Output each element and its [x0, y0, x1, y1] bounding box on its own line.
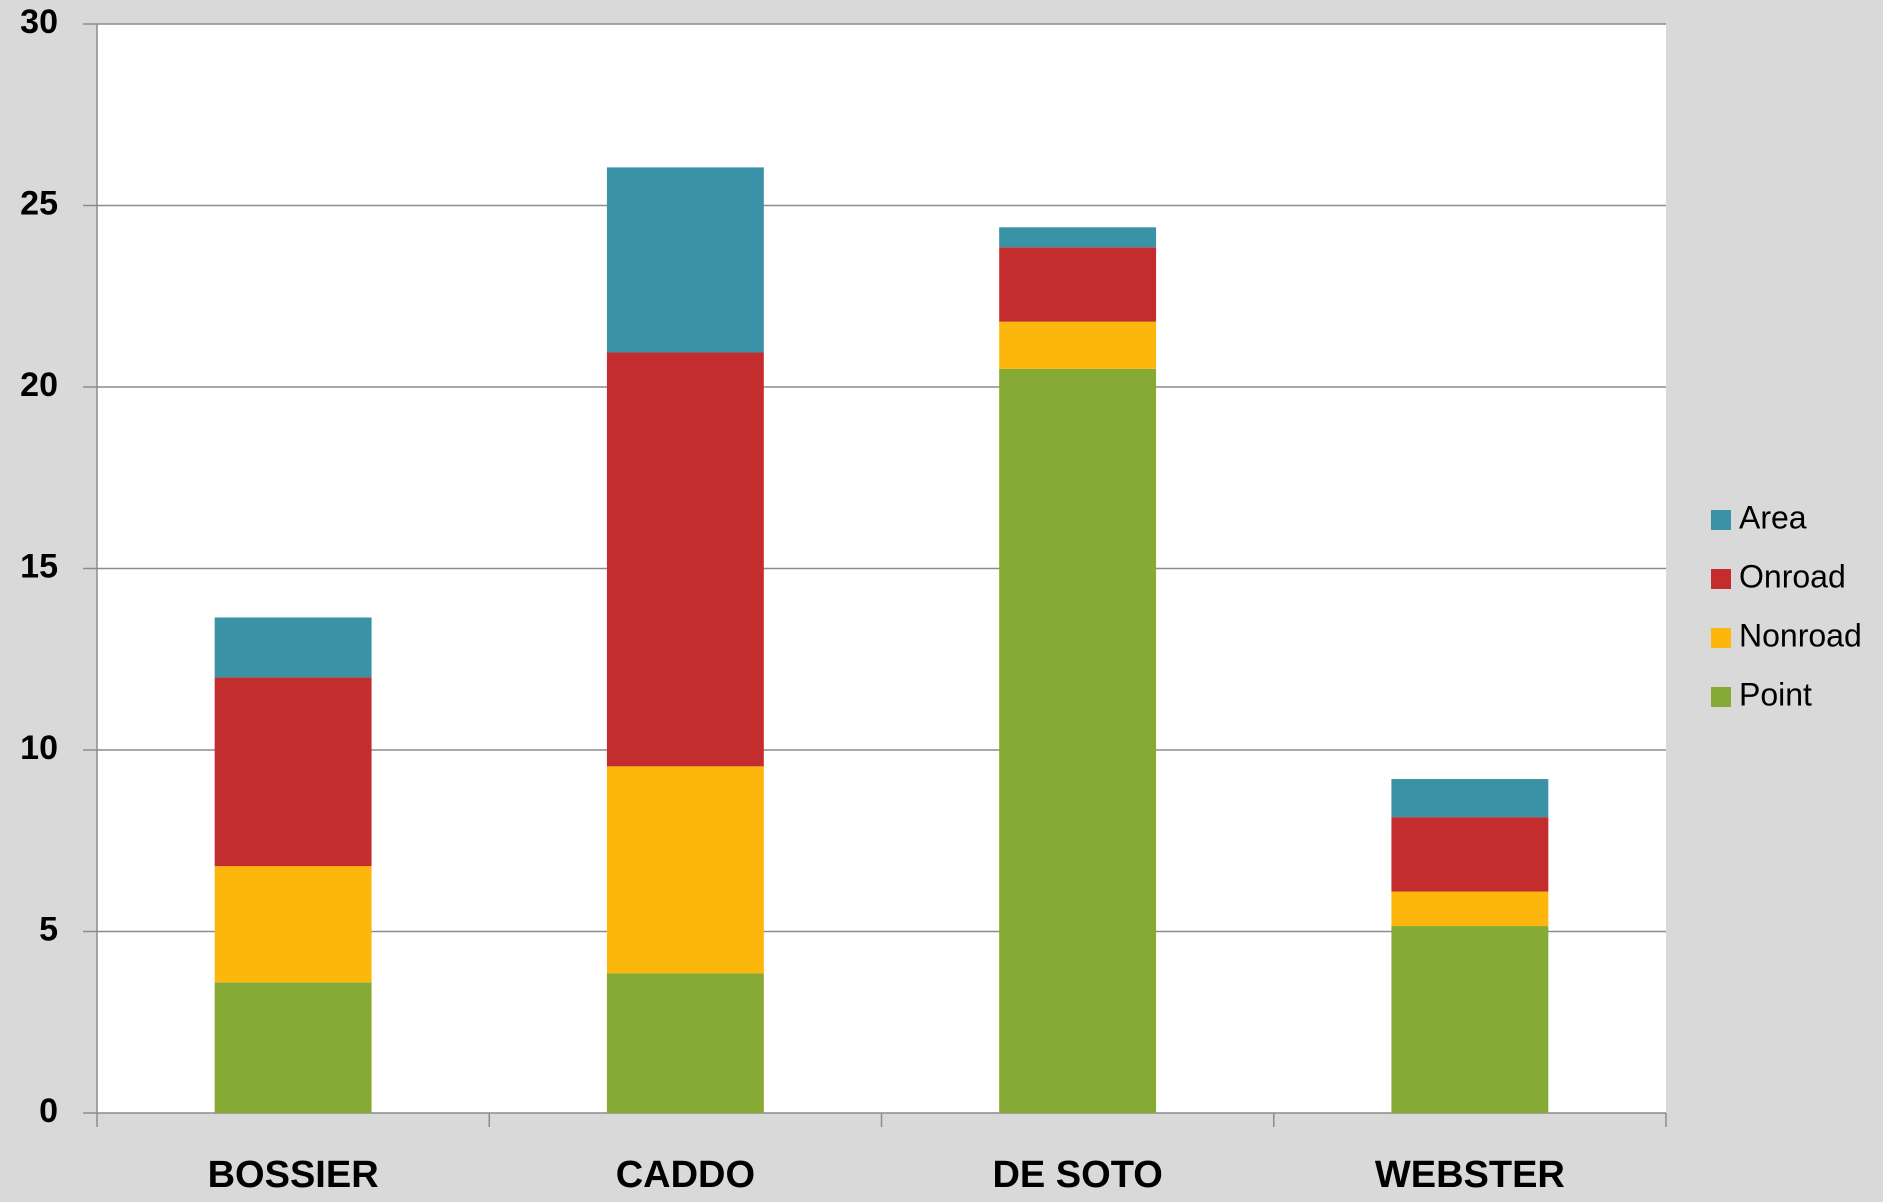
y-tick-label: 15 [20, 547, 58, 585]
bar-segment [214, 617, 372, 678]
bar-segment [999, 321, 1157, 369]
bar-segment [999, 368, 1157, 1114]
y-tick-label: 20 [20, 366, 58, 404]
y-tick-label: 0 [39, 1092, 58, 1130]
bar-segment [999, 247, 1157, 322]
x-tick-label: DE SOTO [992, 1154, 1162, 1196]
legend-label: Nonroad [1739, 617, 1862, 653]
bar-segment [1391, 779, 1549, 818]
y-tick-label: 5 [39, 910, 58, 948]
bar-segment [606, 352, 764, 767]
bar-segment [1391, 891, 1549, 927]
legend-swatch [1711, 569, 1731, 589]
legend-swatch [1711, 628, 1731, 648]
x-tick-label: BOSSIER [208, 1154, 379, 1196]
x-tick-label: WEBSTER [1375, 1154, 1565, 1196]
bar-segment [214, 866, 372, 983]
y-tick-label: 30 [20, 3, 58, 41]
legend-label: Onroad [1739, 558, 1846, 594]
legend-swatch [1711, 510, 1731, 530]
x-tick-label: CADDO [616, 1154, 755, 1196]
legend-swatch [1711, 687, 1731, 707]
bar-segment [214, 982, 372, 1113]
legend-label: Point [1739, 676, 1812, 712]
y-tick-label: 10 [20, 729, 58, 767]
bar-segment [1391, 926, 1549, 1113]
bar-segment [999, 227, 1157, 248]
bar-segment [606, 973, 764, 1113]
bar-segment [214, 677, 372, 867]
bar-segment [606, 167, 764, 353]
bar-segment [606, 766, 764, 974]
y-tick-label: 25 [20, 184, 58, 222]
bar-segment [1391, 817, 1549, 892]
legend-label: Area [1739, 499, 1807, 535]
